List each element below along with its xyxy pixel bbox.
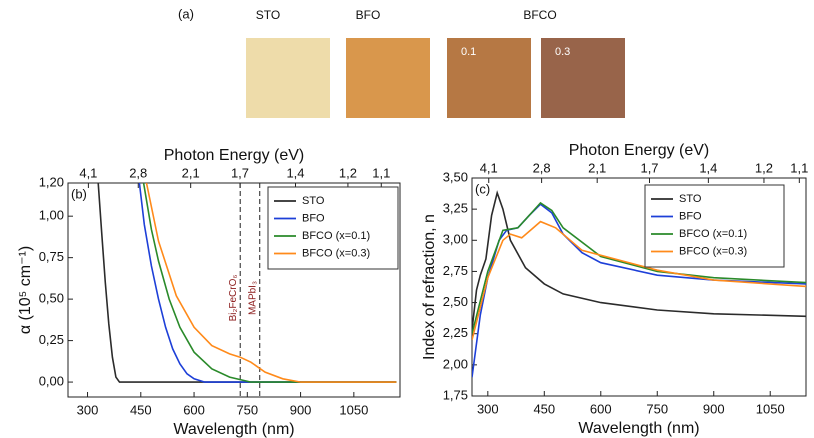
reference-label: Bi₂FeCrO₆ [228, 275, 239, 322]
x2-tick-label: 2,1 [588, 160, 606, 175]
x2-tick-label: 2,1 [182, 165, 200, 180]
y-tick-label: 2,75 [443, 263, 468, 278]
x2-tick-label: 2,8 [533, 160, 551, 175]
y-tick-label: 3,25 [443, 201, 468, 216]
legend-label: BFO [679, 210, 702, 222]
x2-tick-label: 1,2 [755, 160, 773, 175]
sample-swatch [246, 38, 330, 118]
y-tick-label: 3,50 [443, 169, 468, 184]
y-tick-label: 0,50 [39, 291, 64, 306]
group-label: BFCO [523, 8, 556, 22]
sample-swatch [447, 38, 531, 118]
x2-tick-label: 1,7 [640, 160, 658, 175]
x2-tick-label: 1,1 [790, 160, 808, 175]
x2-tick-label: 4,1 [480, 160, 498, 175]
x-tick-label: 750 [236, 402, 258, 417]
legend-label: BFCO (x=0.3) [302, 247, 370, 259]
legend-label: BFCO (x=0.3) [679, 245, 747, 257]
sample-tag: 0.3 [555, 46, 570, 58]
x-tick-label: 600 [590, 401, 612, 416]
x-tick-label: 300 [77, 402, 99, 417]
sample-swatch [346, 38, 430, 118]
y-tick-label: 1,00 [39, 208, 64, 223]
y-tick-label: 1,20 [39, 174, 64, 189]
x2-tick-label: 4,1 [79, 165, 97, 180]
legend-label: BFCO (x=0.1) [679, 228, 747, 240]
x-tick-label: 900 [290, 402, 312, 417]
x2-tick-label: 1,4 [286, 165, 304, 180]
x2-tick-label: 2,8 [129, 165, 147, 180]
x-tick-label: 450 [533, 401, 555, 416]
legend-label: STO [302, 195, 325, 207]
x-axis-label: Wavelength (nm) [578, 420, 699, 437]
panel-label: (c) [475, 181, 490, 196]
y-tick-label: 2,00 [443, 356, 468, 371]
reference-label: MAPbI₃ [247, 281, 258, 315]
x2-tick-label: 1,2 [339, 165, 357, 180]
sample-label: BFO [356, 8, 381, 22]
x-tick-label: 750 [646, 401, 668, 416]
y-tick-label: 3,00 [443, 232, 468, 247]
x2-tick-label: 1,7 [231, 165, 249, 180]
x-axis-label: Wavelength (nm) [173, 421, 294, 438]
x2-axis-label: Photon Energy (eV) [569, 142, 710, 159]
sample-label: STO [256, 8, 280, 22]
x-tick-label: 450 [130, 402, 152, 417]
x-tick-label: 900 [703, 401, 725, 416]
x-tick-label: 1050 [756, 401, 785, 416]
y-tick-label: 2,25 [443, 325, 468, 340]
panel-label: (b) [71, 186, 87, 201]
y-axis-label: Index of refraction, n [421, 214, 438, 360]
x2-tick-label: 1,1 [372, 165, 390, 180]
x2-tick-label: 1,4 [699, 160, 717, 175]
x2-axis-label: Photon Energy (eV) [164, 147, 305, 164]
y-tick-label: 0,00 [39, 374, 64, 389]
y-tick-label: 0,75 [39, 249, 64, 264]
y-tick-label: 0,25 [39, 332, 64, 347]
y-axis-label: α (10⁵ cm⁻¹) [17, 246, 34, 334]
y-tick-label: 2,50 [443, 294, 468, 309]
x-tick-label: 1050 [339, 402, 368, 417]
x-tick-label: 600 [183, 402, 205, 417]
sample-swatch [541, 38, 625, 118]
figure: (a) BFCO STO BFO 0.1 0.3 300 450 600 750 900 1050… [0, 0, 814, 438]
panel-label: (a) [178, 6, 194, 21]
y-tick-label: 1,75 [443, 387, 468, 402]
legend-label: BFO [302, 212, 325, 224]
x-tick-label: 300 [477, 401, 499, 416]
legend-label: STO [679, 193, 702, 205]
sample-tag: 0.1 [461, 46, 476, 58]
legend-label: BFCO (x=0.1) [302, 230, 370, 242]
